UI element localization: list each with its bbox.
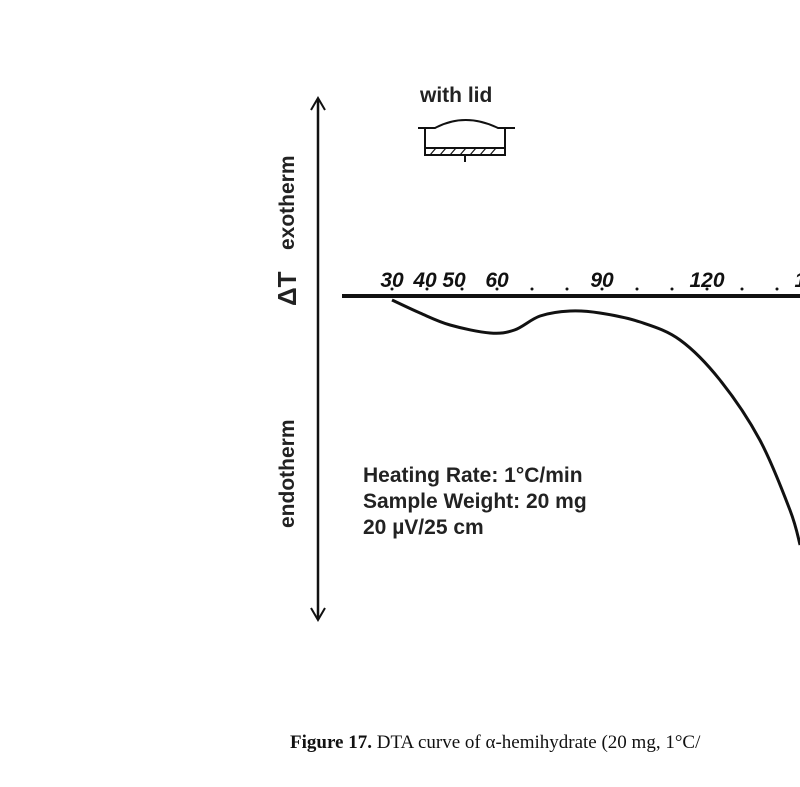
x-tick-mark [390,287,394,291]
x-tick-label: 30 [380,269,404,292]
conditions-block: Heating Rate: 1°C/min Sample Weight: 20 … [363,463,587,541]
heating-rate-text: Heating Rate: 1°C/min [363,464,583,487]
x-tick-mark [775,287,779,291]
x-tick-mark [495,287,499,291]
x-tick-label: 40 [412,269,437,292]
x-tick-label: 60 [485,269,509,292]
x-tick-mark [460,287,464,291]
y-axis-arrow [310,96,326,622]
x-tick-mark [705,287,709,291]
crucible-with-lid-icon [418,119,515,162]
x-tick-mark [425,287,429,291]
x-tick-mark [740,287,744,291]
x-tick-mark [635,287,639,291]
sensitivity-text: 20 µV/25 cm [363,516,484,539]
dta-curve [391,298,800,546]
x-tick-mark [670,287,674,291]
sample-weight-text: Sample Weight: 20 mg [363,490,587,513]
delta-t-label: ΔT [272,271,302,306]
x-tick-mark [600,287,604,291]
x-tick-label: 150 [794,269,800,292]
with-lid-label: with lid [419,84,492,107]
x-tick-mark [530,287,534,291]
x-tick-mark [565,287,569,291]
figure-caption: Figure 17. DTA curve of α-hemihydrate (2… [290,732,700,754]
caption-text: DTA curve of α-hemihydrate (20 mg, 1°C/ [371,732,701,753]
endotherm-label: endotherm [276,419,299,528]
figure-label: Figure 17. [290,732,372,753]
x-tick-label: 50 [442,269,466,292]
x-tick-label: 90 [590,269,614,292]
exotherm-label: exotherm [276,155,299,250]
x-tick-label: 120 [689,269,724,292]
